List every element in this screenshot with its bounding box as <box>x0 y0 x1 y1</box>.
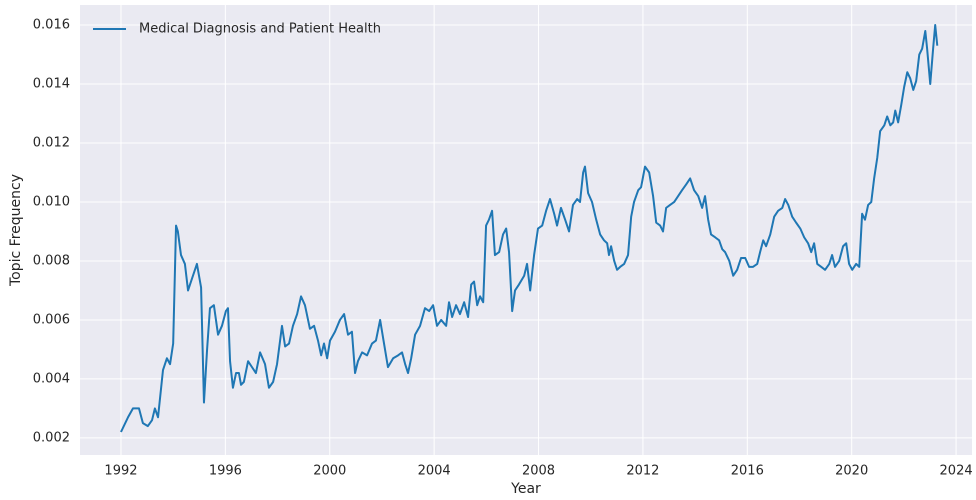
y-tick-label: 0.014 <box>33 77 70 92</box>
plot-background <box>80 5 972 455</box>
y-tick-label: 0.012 <box>33 136 70 151</box>
y-tick-label: 0.006 <box>33 312 70 327</box>
data-line <box>120 24 939 433</box>
y-tick-label: 0.010 <box>33 194 70 209</box>
marks <box>120 24 939 433</box>
x-axis-label: Year <box>510 481 541 497</box>
y-tick-label: 0.002 <box>33 430 70 445</box>
x-tick-label: 1992 <box>104 464 137 479</box>
x-tick-label: 2016 <box>731 464 764 479</box>
y-axis-label: Topic Frequency <box>8 174 24 287</box>
y-tick-label: 0.004 <box>33 371 70 386</box>
x-tick-label: 2000 <box>313 464 346 479</box>
labels: 0.002 0.004 0.006 0.008 0.010 0.012 0.014 0.016… <box>33 18 973 479</box>
x-tick-label: 2008 <box>522 464 555 479</box>
x-tick-label: 2012 <box>626 464 659 479</box>
x-tick-label: 2024 <box>940 464 973 479</box>
y-tick-label: 0.016 <box>33 18 70 33</box>
x-tick-label: 2020 <box>835 464 868 479</box>
y-tick-label: 0.008 <box>33 253 70 268</box>
x-tick-label: 1996 <box>209 464 242 479</box>
legend-label: Medical Diagnosis and Patient Health <box>139 22 381 37</box>
x-tick-label: 2004 <box>418 464 451 479</box>
